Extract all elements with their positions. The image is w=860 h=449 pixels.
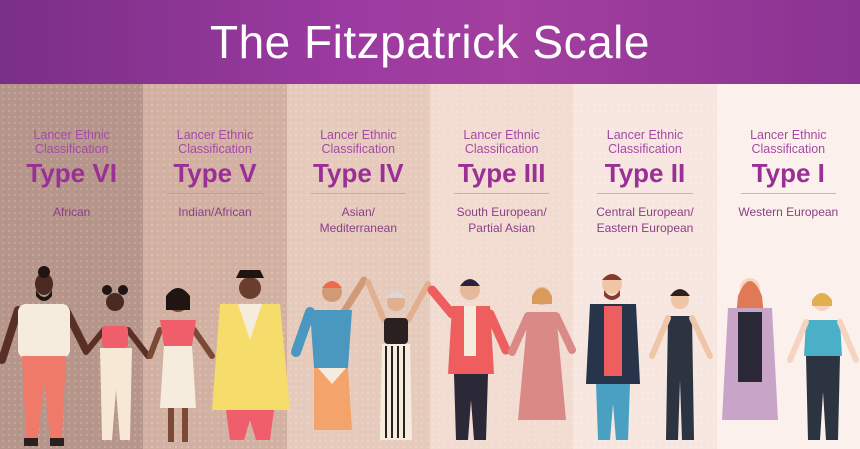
divider — [453, 193, 550, 194]
divider — [740, 193, 836, 194]
column-type-v: Lancer Ethnic Classification Type V India… — [143, 84, 287, 449]
ethnic-origin: Asian/Mediterranean — [319, 205, 398, 235]
skin-type-columns: Lancer Ethnic Classification Type VI Afri… — [0, 84, 860, 449]
column-type-iv: Lancer Ethnic Classification Type IV Asia… — [286, 84, 430, 449]
ethnic-origin: South European/Partial Asian — [456, 205, 547, 235]
column-type-i: Lancer Ethnic Classification Type I Weste… — [716, 84, 860, 449]
title-banner: The Fitzpatrick Scale — [0, 0, 860, 84]
classification-label: Lancer Ethnic Classification — [463, 128, 540, 156]
column-type-vi: Lancer Ethnic Classification Type VI Afri… — [0, 84, 144, 449]
divider — [167, 193, 263, 194]
ethnic-origin: Central European/Eastern European — [596, 205, 694, 235]
type-heading: Type IV — [313, 158, 404, 188]
classification-label: Lancer Ethnic Classification — [750, 128, 827, 156]
classification-label: Lancer Ethnic Classification — [33, 128, 110, 156]
ethnic-origin: Western European — [738, 205, 839, 219]
type-heading: Type VI — [26, 158, 117, 188]
classification-label: Lancer Ethnic Classification — [176, 128, 254, 156]
type-heading: Type III — [457, 158, 546, 188]
ethnic-origin: African — [52, 205, 91, 219]
page-title: The Fitzpatrick Scale — [210, 16, 650, 68]
ethnic-origin: Indian/African — [178, 205, 252, 219]
column-type-iii: Lancer Ethnic Classification Type III Sou… — [429, 84, 574, 449]
divider — [597, 193, 693, 194]
column-type-ii: Lancer Ethnic Classification Type II Cent… — [573, 84, 717, 449]
type-heading: Type I — [751, 158, 825, 188]
type-heading: Type II — [604, 158, 686, 188]
divider — [24, 193, 120, 194]
classification-label: Lancer Ethnic Classification — [606, 128, 684, 156]
classification-label: Lancer Ethnic Classification — [320, 128, 397, 156]
type-heading: Type V — [173, 158, 257, 188]
divider — [310, 193, 406, 194]
